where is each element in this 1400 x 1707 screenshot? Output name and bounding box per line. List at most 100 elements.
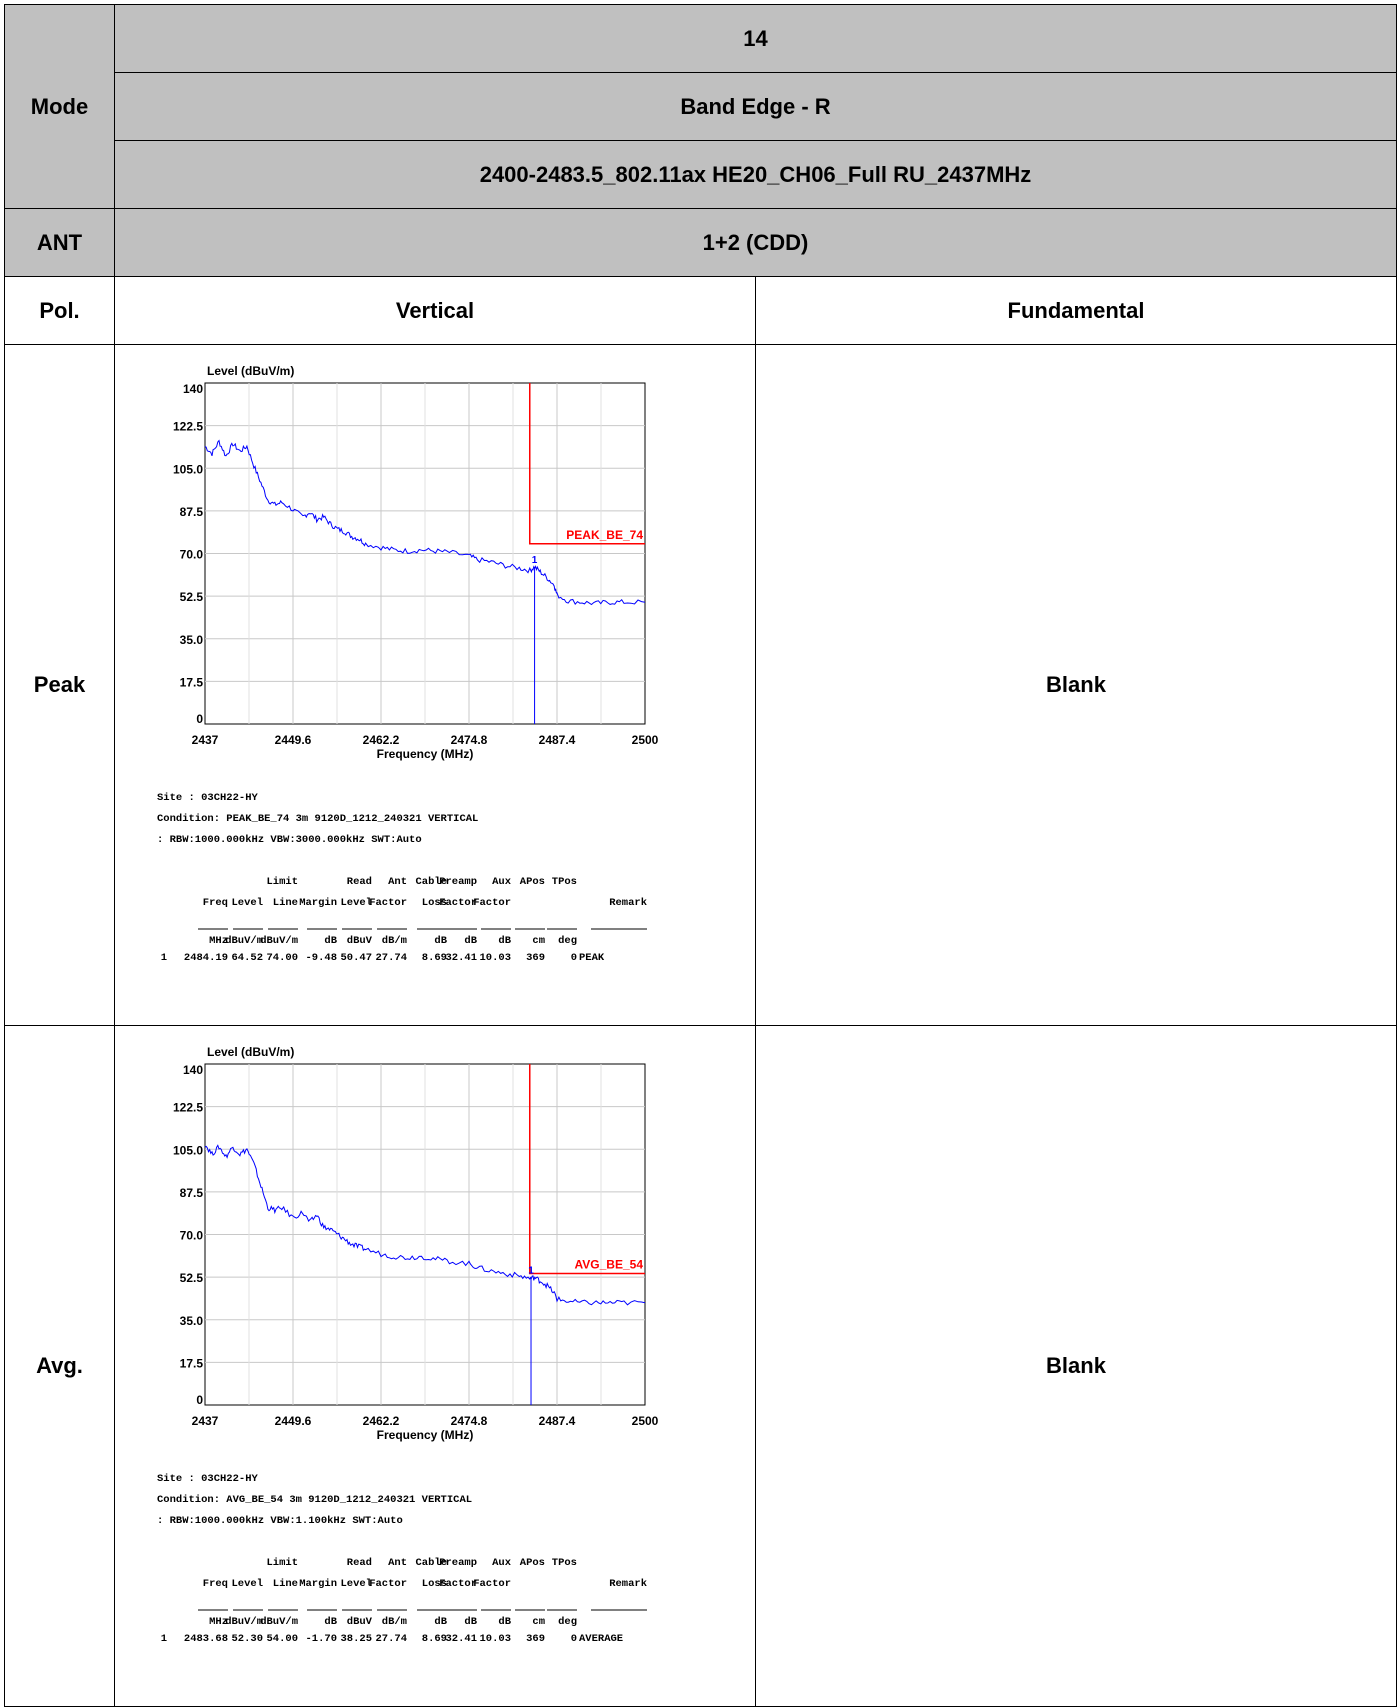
plot1-x-tick-label: 2449.6 bbox=[275, 1414, 312, 1428]
peak-plot: 0 17.5 35.0 52.5 70.0 87.5 105.0 122.5 140 2437 24… bbox=[115, 345, 755, 1025]
plot0-table-unit: dBuV/m bbox=[260, 935, 298, 947]
plot0-table-header: Cable bbox=[415, 876, 447, 888]
plot1-table-unit: dBuV/m bbox=[260, 1616, 298, 1628]
plot1-trace-line bbox=[204, 1144, 646, 1306]
plot1-table-header: Factor bbox=[473, 1578, 511, 1590]
plot1-table-unit: dB bbox=[498, 1616, 511, 1628]
plot0-table-header: Limit bbox=[266, 876, 298, 888]
row-label-avg: Avg. bbox=[4, 1025, 115, 1707]
plot1-x-tick-label: 2474.8 bbox=[451, 1414, 488, 1428]
plot1-table-header: Cable bbox=[415, 1557, 447, 1569]
plot1-table-cell: 0 bbox=[571, 1633, 577, 1645]
plot0-table-header: Loss bbox=[422, 897, 447, 909]
peak-fundamental: Blank bbox=[754, 344, 1398, 1026]
plot0-x-tick-label: 2487.4 bbox=[539, 733, 576, 747]
plot0-x-tick-label: 2462.2 bbox=[363, 733, 400, 747]
plot0-condition-detail-text: : RBW:1000.000kHz VBW:3000.000kHz SWT:Au… bbox=[157, 834, 422, 846]
plot1-y-tick-label: 17.5 bbox=[180, 1356, 204, 1370]
plot0-table-unit: dB bbox=[324, 935, 337, 947]
plot1-y-tick-label: 87.5 bbox=[180, 1186, 204, 1200]
avg-plot: 0 17.5 35.0 52.5 70.0 87.5 105.0 122.5 140 2437 24… bbox=[115, 1026, 755, 1706]
plot1-table-unit: MHz bbox=[209, 1616, 228, 1628]
plot0-table-header: Aux bbox=[492, 876, 512, 888]
plot1-y-tick-label: 140 bbox=[183, 1063, 203, 1077]
test-number: 14 bbox=[113, 4, 1398, 73]
plot0-condition-text: Condition: PEAK_BE_74 3m 9120D_1212_2403… bbox=[157, 813, 478, 825]
plot0-table-header: Line bbox=[273, 897, 298, 909]
plot1-y-tick-label: 52.5 bbox=[180, 1271, 204, 1285]
plot0-table-cell: 0 bbox=[571, 952, 577, 964]
plot0-x-axis-title: Frequency (MHz) bbox=[377, 747, 474, 761]
avg-fundamental: Blank bbox=[754, 1025, 1398, 1707]
plot1-table-unit: cm bbox=[532, 1616, 545, 1628]
plot1-table-header: Factor bbox=[439, 1578, 477, 1590]
plot0-table-cell: -9.48 bbox=[305, 952, 337, 964]
plot1-x-axis-title: Frequency (MHz) bbox=[377, 1428, 474, 1442]
plot0-table-cell: 369 bbox=[526, 952, 545, 964]
plot0-table-header: Factor bbox=[369, 897, 407, 909]
plot1-table-header: Ant bbox=[388, 1557, 407, 1569]
plot1-x-tick-label: 2487.4 bbox=[539, 1414, 576, 1428]
avg-chart-svg: 0 17.5 35.0 52.5 70.0 87.5 105.0 122.5 140 2437 24… bbox=[157, 1045, 659, 1645]
plot1-table-header: Level bbox=[231, 1578, 263, 1590]
plot0-table-header: Factor bbox=[473, 897, 511, 909]
plot0-limit-line bbox=[529, 383, 645, 545]
plot1-site-text: Site : 03CH22-HY bbox=[157, 1473, 259, 1485]
plot1-table-cell: 38.25 bbox=[340, 1633, 372, 1645]
plot0-x-tick-label: 2437 bbox=[192, 733, 219, 747]
ant-label: ANT bbox=[4, 208, 115, 277]
plot1-table-unit: dB bbox=[464, 1616, 477, 1628]
plot1-table-cell: 369 bbox=[526, 1633, 545, 1645]
plot0-table-header: Freq bbox=[203, 897, 228, 909]
plot1-table-unit: dB/m bbox=[382, 1616, 407, 1628]
plot1-table-cell: 1 bbox=[161, 1633, 167, 1645]
plot1-x-tick-label: 2500 bbox=[632, 1414, 659, 1428]
plot0-y-tick-label: 87.5 bbox=[180, 505, 204, 519]
plot0-table-cell: 74.00 bbox=[266, 952, 298, 964]
plot1-table-header: Line bbox=[273, 1578, 298, 1590]
plot1-table-cell: 52.30 bbox=[231, 1633, 263, 1645]
plot1-table-header: Freq bbox=[203, 1578, 228, 1590]
plot1-condition-text: Condition: AVG_BE_54 3m 9120D_1212_24032… bbox=[157, 1494, 472, 1506]
ant-value: 1+2 (CDD) bbox=[113, 208, 1398, 277]
plot0-table-unit: cm bbox=[532, 935, 545, 947]
row-label-peak: Peak bbox=[4, 344, 115, 1026]
plot0-table-header: APos bbox=[520, 876, 545, 888]
plot1-table-unit: dB bbox=[324, 1616, 337, 1628]
plot1-table-unit: dB bbox=[434, 1616, 447, 1628]
pol-label: Pol. bbox=[4, 276, 115, 345]
plot1-table-cell: -1.70 bbox=[305, 1633, 337, 1645]
band-edge-report-table: Mode 14 Band Edge - R 2400-2483.5_802.11… bbox=[4, 4, 1398, 1707]
plot0-y-axis-title: Level (dBuV/m) bbox=[207, 364, 294, 378]
column-fundamental: Fundamental bbox=[754, 276, 1398, 345]
plot0-table-unit: dBuV/m bbox=[225, 935, 263, 947]
plot0-y-tick-label: 105.0 bbox=[173, 462, 203, 476]
plot1-table-header: TPos bbox=[552, 1557, 577, 1569]
plot0-table-cell: PEAK bbox=[579, 952, 605, 964]
plot1-y-tick-label: 122.5 bbox=[173, 1101, 203, 1115]
plot0-table-header: TPos bbox=[552, 876, 577, 888]
plot1-table-header: Aux bbox=[492, 1557, 512, 1569]
plot1-x-tick-label: 2462.2 bbox=[363, 1414, 400, 1428]
plot0-x-tick-label: 2449.6 bbox=[275, 733, 312, 747]
plot0-marker-label: 1 bbox=[532, 555, 538, 566]
plot1-table-header: Preamp bbox=[439, 1557, 477, 1569]
plot0-y-tick-label: 122.5 bbox=[173, 420, 203, 434]
plot0-y-tick-label: 140 bbox=[183, 382, 203, 396]
plot1-table-header: Read bbox=[347, 1557, 372, 1569]
plot0-table-header: Level bbox=[340, 897, 372, 909]
test-setting: 2400-2483.5_802.11ax HE20_CH06_Full RU_2… bbox=[113, 140, 1398, 209]
plot0-table-unit: dB/m bbox=[382, 935, 407, 947]
plot1-table-cell: 10.03 bbox=[479, 1633, 511, 1645]
plot0-table-unit: deg bbox=[558, 935, 577, 947]
plot1-table-cell: 32.41 bbox=[445, 1633, 477, 1645]
plot1-table-header: Loss bbox=[422, 1578, 447, 1590]
column-vertical: Vertical bbox=[114, 276, 756, 345]
mode-value: Band Edge - R bbox=[113, 72, 1398, 141]
plot1-y-tick-label: 35.0 bbox=[180, 1314, 204, 1328]
plot1-limit-label: AVG_BE_54 bbox=[575, 1257, 644, 1271]
plot0-site-text: Site : 03CH22-HY bbox=[157, 792, 259, 804]
plot1-marker-label: 1 bbox=[528, 1266, 534, 1277]
plot0-table-header: Factor bbox=[439, 897, 477, 909]
plot0-table-cell: 2484.19 bbox=[184, 952, 228, 964]
